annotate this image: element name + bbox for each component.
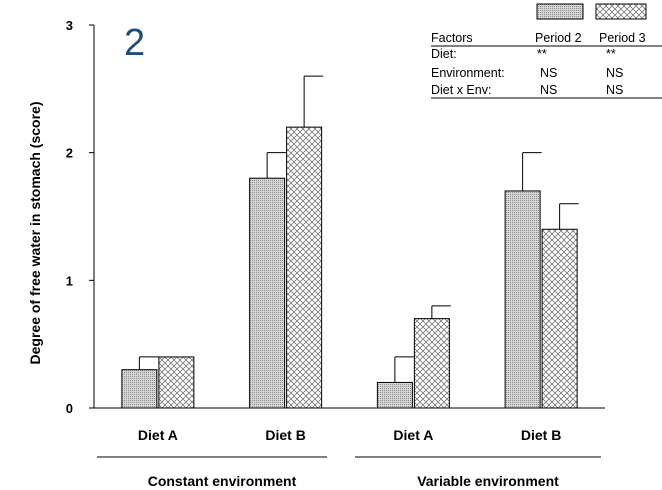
bar-period-2: [376, 381, 413, 409]
y-axis-label: Degree of free water in stomach (score): [27, 102, 43, 365]
y-tick-label: 3: [66, 18, 73, 33]
legend-swatch-period-2: [536, 3, 584, 20]
x-tick-label: Diet B: [265, 427, 305, 443]
stats-table: Factors Period 2 Period 3 Diet: ** ** En…: [431, 31, 662, 99]
x-tick-label: Diet A: [393, 427, 433, 443]
panel-label: 2: [124, 22, 145, 64]
y-tick-label: 2: [66, 146, 73, 161]
y-tick-label: 1: [66, 273, 73, 288]
bar-period-3: [541, 228, 578, 409]
bar-period-2: [249, 177, 286, 409]
table-cell: NS: [606, 66, 623, 80]
table-cell: **: [537, 47, 547, 61]
x-tick-label: Diet A: [138, 427, 178, 443]
table-header-factors: Factors: [431, 31, 473, 45]
legend: [536, 3, 647, 20]
table-row-label: Diet x Env:: [431, 83, 491, 97]
table-row-label: Environment:: [431, 66, 505, 80]
bar-period-2: [121, 369, 158, 409]
y-ticks: 0 1 2 3: [66, 18, 94, 416]
bar-period-3: [413, 318, 450, 409]
table-cell: **: [606, 47, 616, 61]
group-label: Constant environment: [148, 473, 297, 489]
bars: [121, 126, 578, 409]
table-cell: NS: [540, 66, 557, 80]
y-tick-label: 0: [66, 401, 73, 416]
legend-swatch-period-3: [595, 3, 647, 20]
x-tick-labels: Diet A Diet B Diet A Diet B: [138, 427, 561, 443]
bar-period-3: [286, 126, 323, 409]
bar-period-2: [504, 190, 541, 409]
x-tick-label: Diet B: [521, 427, 561, 443]
bar-period-3: [158, 356, 195, 409]
group-label: Variable environment: [417, 473, 559, 489]
group-labels: Constant environment Variable environment: [97, 456, 601, 489]
error-bars: [138, 75, 579, 383]
table-header-period-2: Period 2: [535, 31, 582, 45]
table-row-label: Diet:: [431, 47, 457, 61]
table-header-period-3: Period 3: [599, 31, 646, 45]
table-cell: NS: [606, 83, 623, 97]
table-cell: NS: [540, 83, 557, 97]
